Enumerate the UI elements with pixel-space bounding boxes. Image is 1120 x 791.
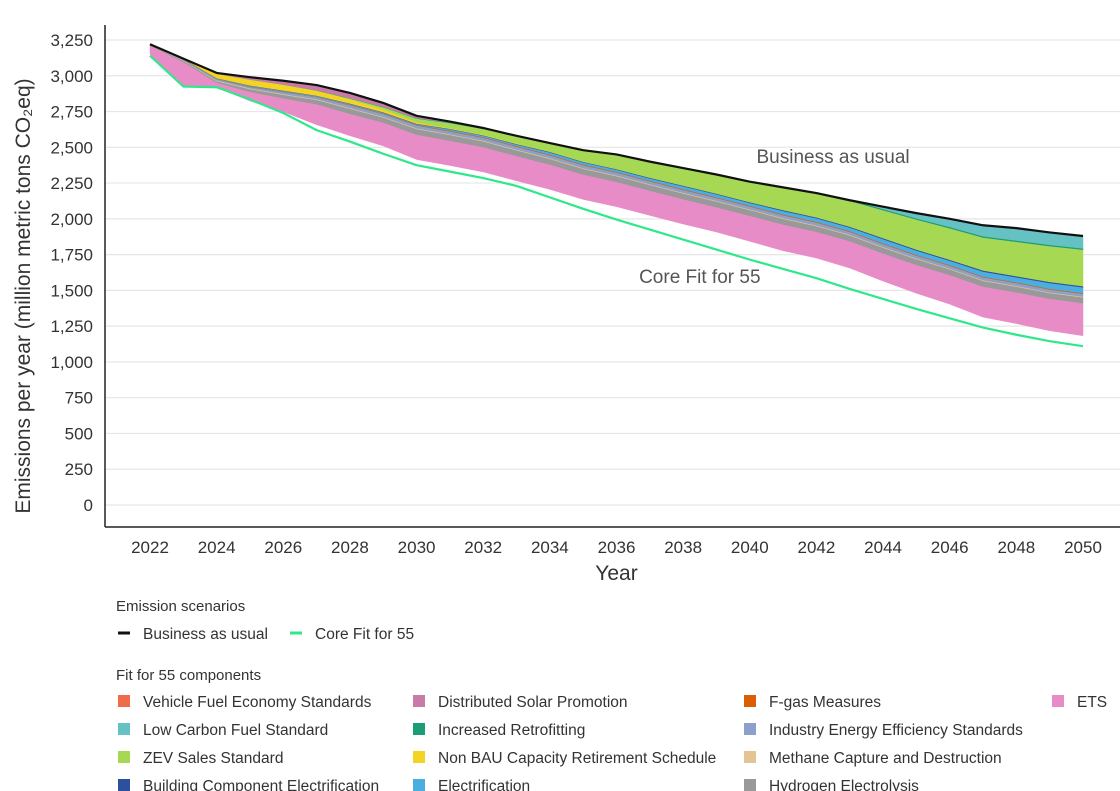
line-business-as-usual (149, 43, 1084, 238)
y-tick-label: 2,750 (50, 103, 93, 122)
y-tick-label: 1,750 (50, 246, 93, 265)
x-tick-label: 2028 (331, 538, 369, 557)
legend-label: Low Carbon Fuel Standard (143, 722, 328, 739)
legend-label: Electrification (438, 778, 530, 791)
annotations: Business as usual Core Fit for 55 (639, 147, 910, 288)
legend-swatch (744, 751, 756, 763)
legend-swatch (118, 723, 130, 735)
x-tick-label: 2046 (931, 538, 969, 557)
legend-label: Core Fit for 55 (315, 626, 414, 643)
legend-label: Building Component Electrification (143, 778, 379, 791)
y-tick-label: 500 (65, 424, 93, 443)
chart-annotation: Core Fit for 55 (639, 267, 760, 288)
x-tick-label: 2050 (1064, 538, 1102, 557)
x-tick-label: 2038 (664, 538, 702, 557)
x-tick-label: 2034 (531, 538, 569, 557)
legend-label: Methane Capture and Destruction (769, 750, 1002, 767)
y-tick-label: 1,250 (50, 317, 93, 336)
area-distributed-solar-promotion (149, 44, 1084, 237)
legend-label: Distributed Solar Promotion (438, 694, 628, 711)
y-tick-label: 750 (65, 389, 93, 408)
legend-label: ZEV Sales Standard (143, 750, 283, 767)
y-axis-title: Emissions per year (million metric tons … (12, 78, 35, 513)
x-tick-label: 2024 (198, 538, 236, 557)
area-vehicle-fuel-economy-standards (149, 44, 1084, 237)
y-tick-label: 1,000 (50, 353, 93, 372)
legend-swatch (744, 723, 756, 735)
y-tick-label: 1,500 (50, 281, 93, 300)
y-tick-label: 3,000 (50, 67, 93, 86)
legend-label: Non BAU Capacity Retirement Schedule (438, 750, 716, 767)
y-tick-label: 3,250 (50, 31, 93, 50)
legend-swatch (413, 779, 425, 791)
legend: Emission scenarios Business as usual Core … (116, 598, 1107, 791)
x-tick-label: 2040 (731, 538, 769, 557)
y-tick-label: 2,000 (50, 210, 93, 229)
legend-swatch (744, 695, 756, 707)
gridlines (105, 39, 1120, 506)
legend-swatch (118, 751, 130, 763)
legend-label: F-gas Measures (769, 694, 881, 711)
y-tick-label: 2,500 (50, 138, 93, 157)
legend-swatch (744, 779, 756, 791)
legend-label: Industry Energy Efficiency Standards (769, 722, 1023, 739)
y-tick-label: 0 (84, 496, 93, 515)
area-ets (149, 45, 1084, 337)
legend-label: Hydrogen Electrolysis (769, 778, 919, 791)
y-tick-label: 250 (65, 460, 93, 479)
x-tick-label: 2048 (997, 538, 1035, 557)
legend-title-components: Fit for 55 components (116, 667, 261, 684)
x-tick-label: 2026 (264, 538, 302, 557)
legend-label: Business as usual (143, 626, 268, 643)
legend-swatch (413, 695, 425, 707)
legend-label: Increased Retrofitting (438, 722, 585, 739)
legend-swatch (413, 751, 425, 763)
legend-swatch (118, 779, 130, 791)
legend-label: Vehicle Fuel Economy Standards (143, 694, 372, 711)
x-tick-label: 2036 (598, 538, 636, 557)
legend-swatch (118, 695, 130, 707)
legend-label: ETS (1077, 694, 1107, 711)
x-tick-label: 2022 (131, 538, 169, 557)
stacked-areas (149, 43, 1084, 337)
x-tick-label: 2030 (398, 538, 436, 557)
legend-swatch (413, 723, 425, 735)
scenario-lines (149, 43, 1084, 348)
legend-title-scenarios: Emission scenarios (116, 598, 245, 615)
axes: 0 250 500 750 1,000 1,250 1,500 1,750 2,000 2,250… (12, 25, 1120, 585)
chart-annotation: Business as usual (757, 147, 910, 168)
x-axis-title: Year (595, 562, 637, 585)
x-tick-label: 2044 (864, 538, 902, 557)
x-tick-label: 2042 (798, 538, 836, 557)
x-tick-label: 2032 (464, 538, 502, 557)
line-core-fit-for-55 (149, 54, 1084, 348)
y-tick-label: 2,250 (50, 174, 93, 193)
legend-swatch (1052, 695, 1064, 707)
